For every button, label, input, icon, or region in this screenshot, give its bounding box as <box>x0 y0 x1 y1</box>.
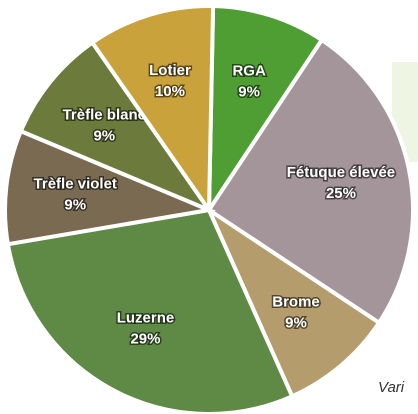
slice-label: Trèfle blanc <box>63 106 146 123</box>
slice-label: RGA <box>232 62 266 79</box>
value-label: 10% <box>155 83 185 100</box>
value-label: 9% <box>64 197 86 214</box>
slice-label: Lotier <box>149 62 191 79</box>
value-label: 9% <box>238 83 260 100</box>
value-label: 25% <box>326 185 356 202</box>
value-label: 9% <box>93 127 115 144</box>
value-label: 29% <box>130 331 160 348</box>
slice-label: Trèfle violet <box>34 176 117 193</box>
chart: Vari RGA 9% Fétuque élevée 25% Brome 9% Luzern… <box>0 0 418 414</box>
annotation: Vari <box>378 379 405 396</box>
slice-label: Brome <box>272 294 320 311</box>
slice-label: Fétuque élevée <box>287 164 395 181</box>
value-label: 9% <box>285 315 307 332</box>
slice-label: Luzerne <box>117 310 175 327</box>
